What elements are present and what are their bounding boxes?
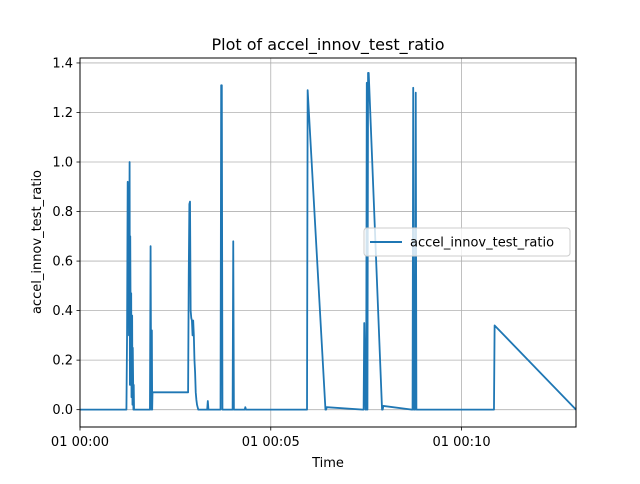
x-axis-label: Time [311, 456, 344, 471]
legend-label: accel_innov_test_ratio [410, 236, 554, 251]
y-tick-label: 1.0 [52, 156, 73, 171]
legend: accel_innov_test_ratio [363, 227, 571, 257]
legend-frame [363, 227, 571, 257]
x-tick-label: 01 00:00 [51, 435, 109, 450]
chart-title: Plot of accel_innov_test_ratio [211, 35, 444, 55]
y-tick-label: 1.4 [52, 56, 73, 71]
y-axis-label: accel_innov_test_ratio [30, 170, 45, 314]
y-axis: 0.0 0.2 0.4 0.6 0.8 1.0 1.2 1.4 [52, 56, 80, 418]
y-tick-label: 0.0 [52, 403, 73, 418]
x-axis: 01 00:00 01 00:05 01 00:10 [51, 427, 491, 450]
axes-frame [79, 57, 577, 428]
y-tick-label: 0.4 [52, 304, 73, 319]
y-tick-label: 0.8 [52, 205, 73, 220]
x-tick-label: 01 00:05 [242, 435, 300, 450]
x-tick-label: 01 00:10 [432, 435, 490, 450]
y-tick-label: 0.2 [52, 354, 73, 369]
y-tick-label: 0.6 [52, 255, 73, 270]
plot-area [80, 71, 577, 411]
series-line [80, 71, 577, 411]
y-tick-label: 1.2 [52, 106, 73, 121]
